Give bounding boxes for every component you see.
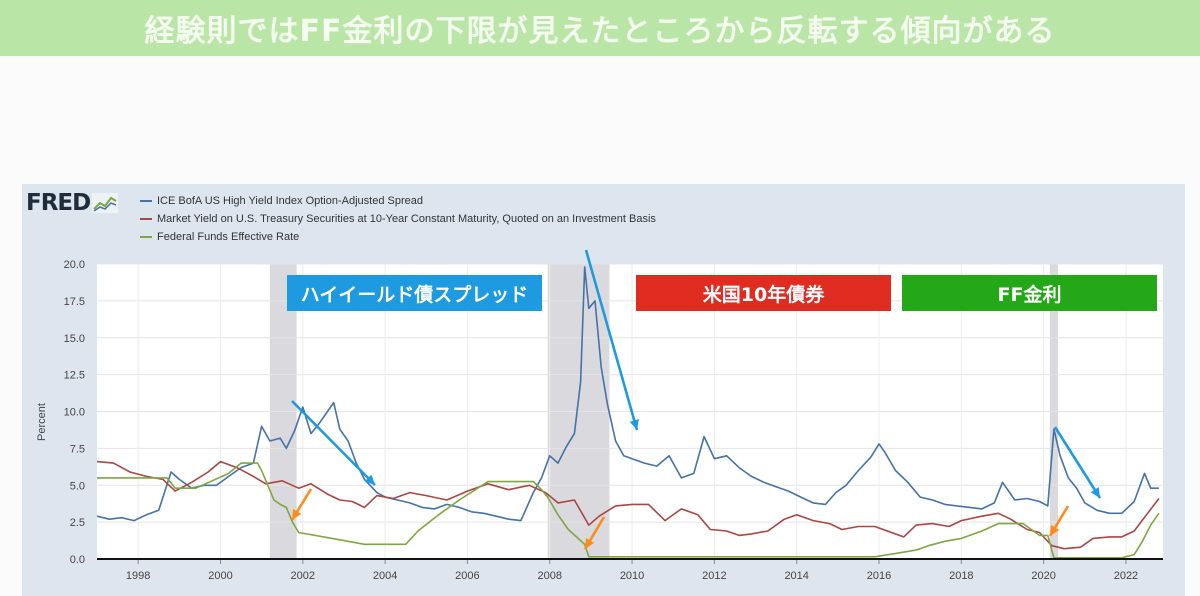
series-line-fed-funds <box>97 462 1160 559</box>
orange-arrow-head <box>1050 525 1060 536</box>
callout-fed-funds-label: FF金利 <box>997 283 1062 306</box>
orange-arrow <box>1048 505 1070 537</box>
x-tick-label: 2010 <box>620 570 644 582</box>
orange-arrow <box>583 516 606 550</box>
x-tick-label: 2016 <box>867 570 891 582</box>
blue-arrow-head <box>629 419 639 430</box>
x-tick-label: 2014 <box>784 570 808 582</box>
x-tick-label: 1998 <box>126 570 150 582</box>
x-tick-label: 2000 <box>208 570 232 582</box>
y-tick-label: 17.5 <box>64 296 85 308</box>
blue-arrow-shaft <box>584 249 639 431</box>
y-tick-label: 10.0 <box>64 407 85 419</box>
legend-item: ICE BofA US High Yield Index Option-Adju… <box>140 192 656 210</box>
blue-arrow-shaft <box>291 400 376 486</box>
blue-arrow-head <box>364 474 375 485</box>
x-tick-label: 2012 <box>702 570 726 582</box>
y-tick-label: 7.5 <box>70 443 85 455</box>
blue-arrow <box>1053 426 1102 499</box>
callout-fed-funds: FF金利 <box>902 275 1157 311</box>
legend-swatch-treasury <box>140 218 152 220</box>
series-line-10y-treasury <box>96 460 1160 550</box>
x-tick-label: 2008 <box>537 570 561 582</box>
blue-arrow <box>584 249 639 431</box>
orange-arrow-head <box>292 509 302 520</box>
blue-arrow-head <box>1090 487 1100 498</box>
y-tick-label: 15.0 <box>64 333 85 345</box>
y-tick-label: 2.5 <box>70 517 85 529</box>
legend-label-fedfunds: Federal Funds Effective Rate <box>157 231 300 243</box>
legend-item: Market Yield on U.S. Treasury Securities… <box>140 210 656 228</box>
legend-swatch-fedfunds <box>140 236 152 238</box>
legend-label-spread: ICE BofA US High Yield Index Option-Adju… <box>157 195 423 207</box>
x-tick-label: 2004 <box>373 570 397 582</box>
blue-arrow-shaft <box>1053 426 1102 499</box>
y-tick-label: 5.0 <box>70 480 85 492</box>
orange-arrow-head <box>585 538 595 549</box>
blue-arrow <box>291 400 376 486</box>
banner-title: 経験則ではFF金利の下限が見えたところから反転する傾向がある <box>144 14 1056 49</box>
x-tick-label: 2020 <box>1031 570 1055 582</box>
title-banner: 経験則ではFF金利の下限が見えたところから反転する傾向がある <box>0 0 1200 56</box>
legend-label-treasury: Market Yield on U.S. Treasury Securities… <box>157 213 656 225</box>
legend-swatch-spread <box>140 200 152 202</box>
fred-logo-text: FRED <box>26 190 91 216</box>
orange-arrow <box>290 488 313 521</box>
x-tick-label: 2018 <box>949 570 973 582</box>
chart-legend: ICE BofA US High Yield Index Option-Adju… <box>140 192 656 246</box>
x-tick-label: 2002 <box>291 570 315 582</box>
y-tick-label: 12.5 <box>64 370 85 382</box>
callout-treasury-label: 米国10年債券 <box>702 283 825 306</box>
fred-logo: FRED <box>26 190 119 216</box>
fred-logo-chart-icon <box>92 193 119 213</box>
series-line-high-yield-spread <box>96 266 1159 522</box>
x-tick-label: 2022 <box>1114 570 1138 582</box>
callout-treasury: 米国10年債券 <box>636 275 891 311</box>
callout-high-yield: ハイイールド債スプレッド <box>287 275 542 311</box>
y-tick-label: 0.0 <box>70 554 85 566</box>
legend-item: Federal Funds Effective Rate <box>140 228 656 246</box>
y-tick-label: 20.0 <box>64 259 85 271</box>
callout-high-yield-label: ハイイールド債スプレッド <box>300 283 529 306</box>
x-tick-label: 2006 <box>455 570 479 582</box>
